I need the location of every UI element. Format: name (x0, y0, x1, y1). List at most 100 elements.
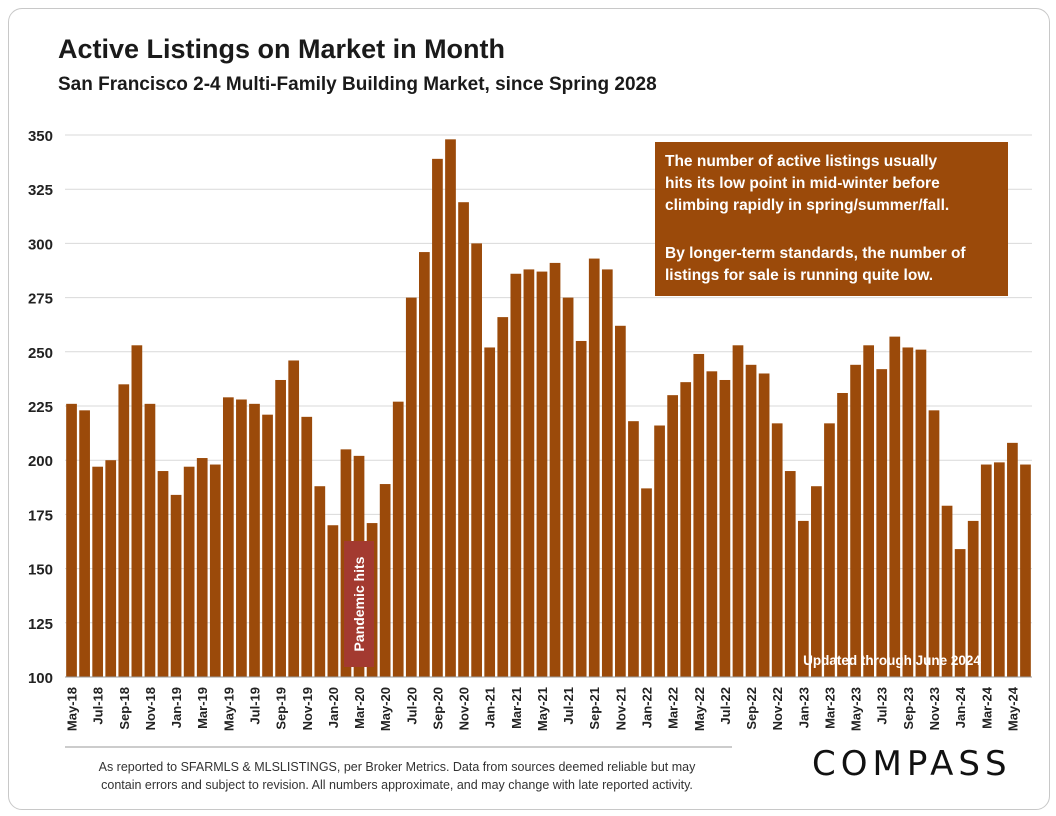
x-tick-label: May-22 (692, 687, 707, 731)
bar-Feb-23 (811, 486, 822, 677)
bar-Jul-21 (562, 297, 574, 677)
x-tick-label: Nov-23 (927, 687, 942, 730)
bar-Jan-24 (954, 549, 966, 677)
x-tick-label: Mar-23 (822, 687, 837, 729)
bar-Jul-20 (405, 297, 417, 677)
bar-Aug-23 (889, 336, 901, 677)
x-tick-label: May-18 (65, 687, 80, 731)
x-tick-label: Sep-22 (744, 687, 759, 730)
bar-Oct-23 (915, 349, 927, 677)
callout-box (655, 142, 1008, 296)
bar-Jan-20 (327, 525, 339, 677)
y-tick-label: 175 (28, 507, 53, 524)
bar-Jan-22 (641, 488, 652, 677)
bar-May-20 (379, 484, 391, 677)
y-tick-label: 100 (28, 670, 53, 687)
updated-label: Updated through June 2024 (803, 653, 981, 668)
x-tick-label: May-23 (849, 687, 864, 731)
x-tick-label: Sep-18 (117, 687, 132, 730)
y-tick-label: 250 (28, 345, 53, 362)
bar-Sep-18 (118, 384, 130, 677)
bar-Dec-20 (471, 243, 482, 677)
bar-Dec-23 (941, 505, 953, 677)
bar-Jun-18 (79, 410, 90, 677)
x-tick-label: Jul-20 (404, 687, 419, 725)
bar-May-22 (693, 353, 705, 677)
bar-Jun-20 (392, 401, 404, 677)
x-tick-label: Jan-24 (953, 686, 968, 728)
bar-Sep-21 (588, 258, 600, 677)
bar-Jul-18 (92, 466, 104, 677)
x-tick-label: May-20 (378, 687, 393, 731)
x-tick-label: Sep-20 (430, 687, 445, 730)
bar-Jan-23 (797, 520, 809, 677)
x-tick-label: Jan-22 (640, 687, 655, 728)
bar-Nov-19 (301, 416, 313, 677)
bar-Aug-19 (262, 414, 273, 677)
compass-logo: COMPASS (812, 744, 1012, 784)
x-tick-label: Nov-19 (300, 687, 315, 730)
bar-Jun-21 (549, 262, 561, 677)
bar-Oct-20 (445, 139, 456, 677)
callout-text-1: hits its low point in mid-winter before (665, 175, 940, 192)
bar-Oct-19 (288, 360, 300, 677)
bar-Feb-22 (654, 425, 665, 677)
x-tick-label: Jul-23 (875, 687, 890, 725)
y-tick-label: 125 (28, 616, 53, 633)
bar-Aug-22 (732, 345, 744, 677)
bar-Apr-19 (209, 464, 221, 677)
y-tick-label: 150 (28, 562, 53, 579)
callout-text-1: climbing rapidly in spring/summer/fall. (665, 197, 949, 214)
bar-Mar-21 (510, 273, 522, 677)
x-tick-label: Jan-21 (483, 687, 498, 728)
callout-text-1: The number of active listings usually (665, 153, 938, 170)
x-tick-label: Nov-22 (770, 687, 785, 730)
bar-Sep-22 (745, 364, 757, 677)
y-tick-label: 225 (28, 399, 53, 416)
bar-Aug-20 (419, 252, 430, 677)
y-tick-label: 200 (28, 453, 53, 470)
bar-Dec-21 (628, 421, 639, 677)
callout-text-2: listings for sale is running quite low. (665, 267, 933, 284)
footnote-line-1: As reported to SFARMLS & MLSLISTINGS, pe… (98, 760, 696, 774)
pandemic-label: Pandemic hits (351, 556, 367, 651)
x-tick-label: Jul-18 (91, 687, 106, 725)
bar-Feb-24 (967, 520, 979, 677)
x-tick-label: May-24 (1005, 686, 1020, 731)
x-tick-label: Sep-21 (587, 687, 602, 730)
bar-May-24 (1007, 442, 1018, 677)
x-tick-label: Jan-19 (169, 687, 184, 728)
bar-Sep-20 (432, 158, 443, 677)
bar-Dec-18 (157, 471, 169, 677)
x-tick-label: Nov-21 (613, 687, 628, 730)
bar-Nov-23 (928, 410, 940, 677)
bar-May-23 (850, 364, 861, 677)
bar-Dec-22 (784, 471, 796, 677)
bar-May-19 (222, 397, 234, 677)
bar-Feb-21 (497, 317, 509, 677)
bar-Nov-21 (615, 325, 626, 677)
bar-Jun-24 (1020, 464, 1031, 677)
y-tick-label: 325 (28, 182, 53, 199)
footnote-line-2: contain errors and subject to revision. … (101, 778, 693, 792)
callout-text-2: By longer-term standards, the number of (665, 245, 966, 262)
bar-Jul-23 (876, 369, 888, 677)
bar-Apr-22 (680, 382, 692, 677)
bar-Mar-24 (980, 464, 992, 677)
x-tick-label: Nov-20 (457, 687, 472, 730)
bar-Jan-21 (484, 347, 496, 677)
bar-Nov-18 (144, 403, 156, 677)
bar-Jun-22 (706, 371, 718, 677)
x-tick-label: Mar-19 (195, 687, 210, 729)
x-tick-label: Mar-24 (979, 686, 994, 729)
x-tick-label: May-19 (221, 687, 236, 731)
bar-Oct-18 (131, 345, 143, 677)
bar-Jul-22 (719, 379, 731, 677)
bar-Mar-22 (667, 395, 678, 677)
x-tick-label: Jul-22 (718, 687, 733, 725)
x-tick-label: Jan-20 (326, 687, 341, 728)
chart-title: Active Listings on Market in Month (58, 34, 506, 64)
bar-Dec-19 (314, 486, 326, 677)
bar-Sep-23 (902, 347, 914, 677)
